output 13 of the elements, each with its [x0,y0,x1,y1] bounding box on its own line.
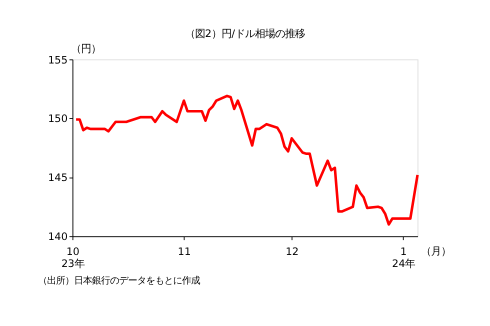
x-tick-label: 1 24年 [392,246,416,270]
line-series [74,94,419,226]
y-tick-label: 140 [48,231,68,244]
x-axis-title: （月） [420,245,451,258]
x-tick-label: 10 23年 [61,246,84,270]
y-tick-label: 155 [48,54,68,66]
chart-title: （図2）円/ドル相場の推移 [184,28,306,40]
text: （出所）日本銀行のデータをもとに作成 [38,276,200,287]
x-tick-label: 12 [286,246,299,258]
y-axis-title: （円） [71,43,102,56]
y-tick-label: 145 [48,172,68,184]
y-tick-label: 150 [48,113,68,126]
x-tick-label: 11 [178,246,191,258]
